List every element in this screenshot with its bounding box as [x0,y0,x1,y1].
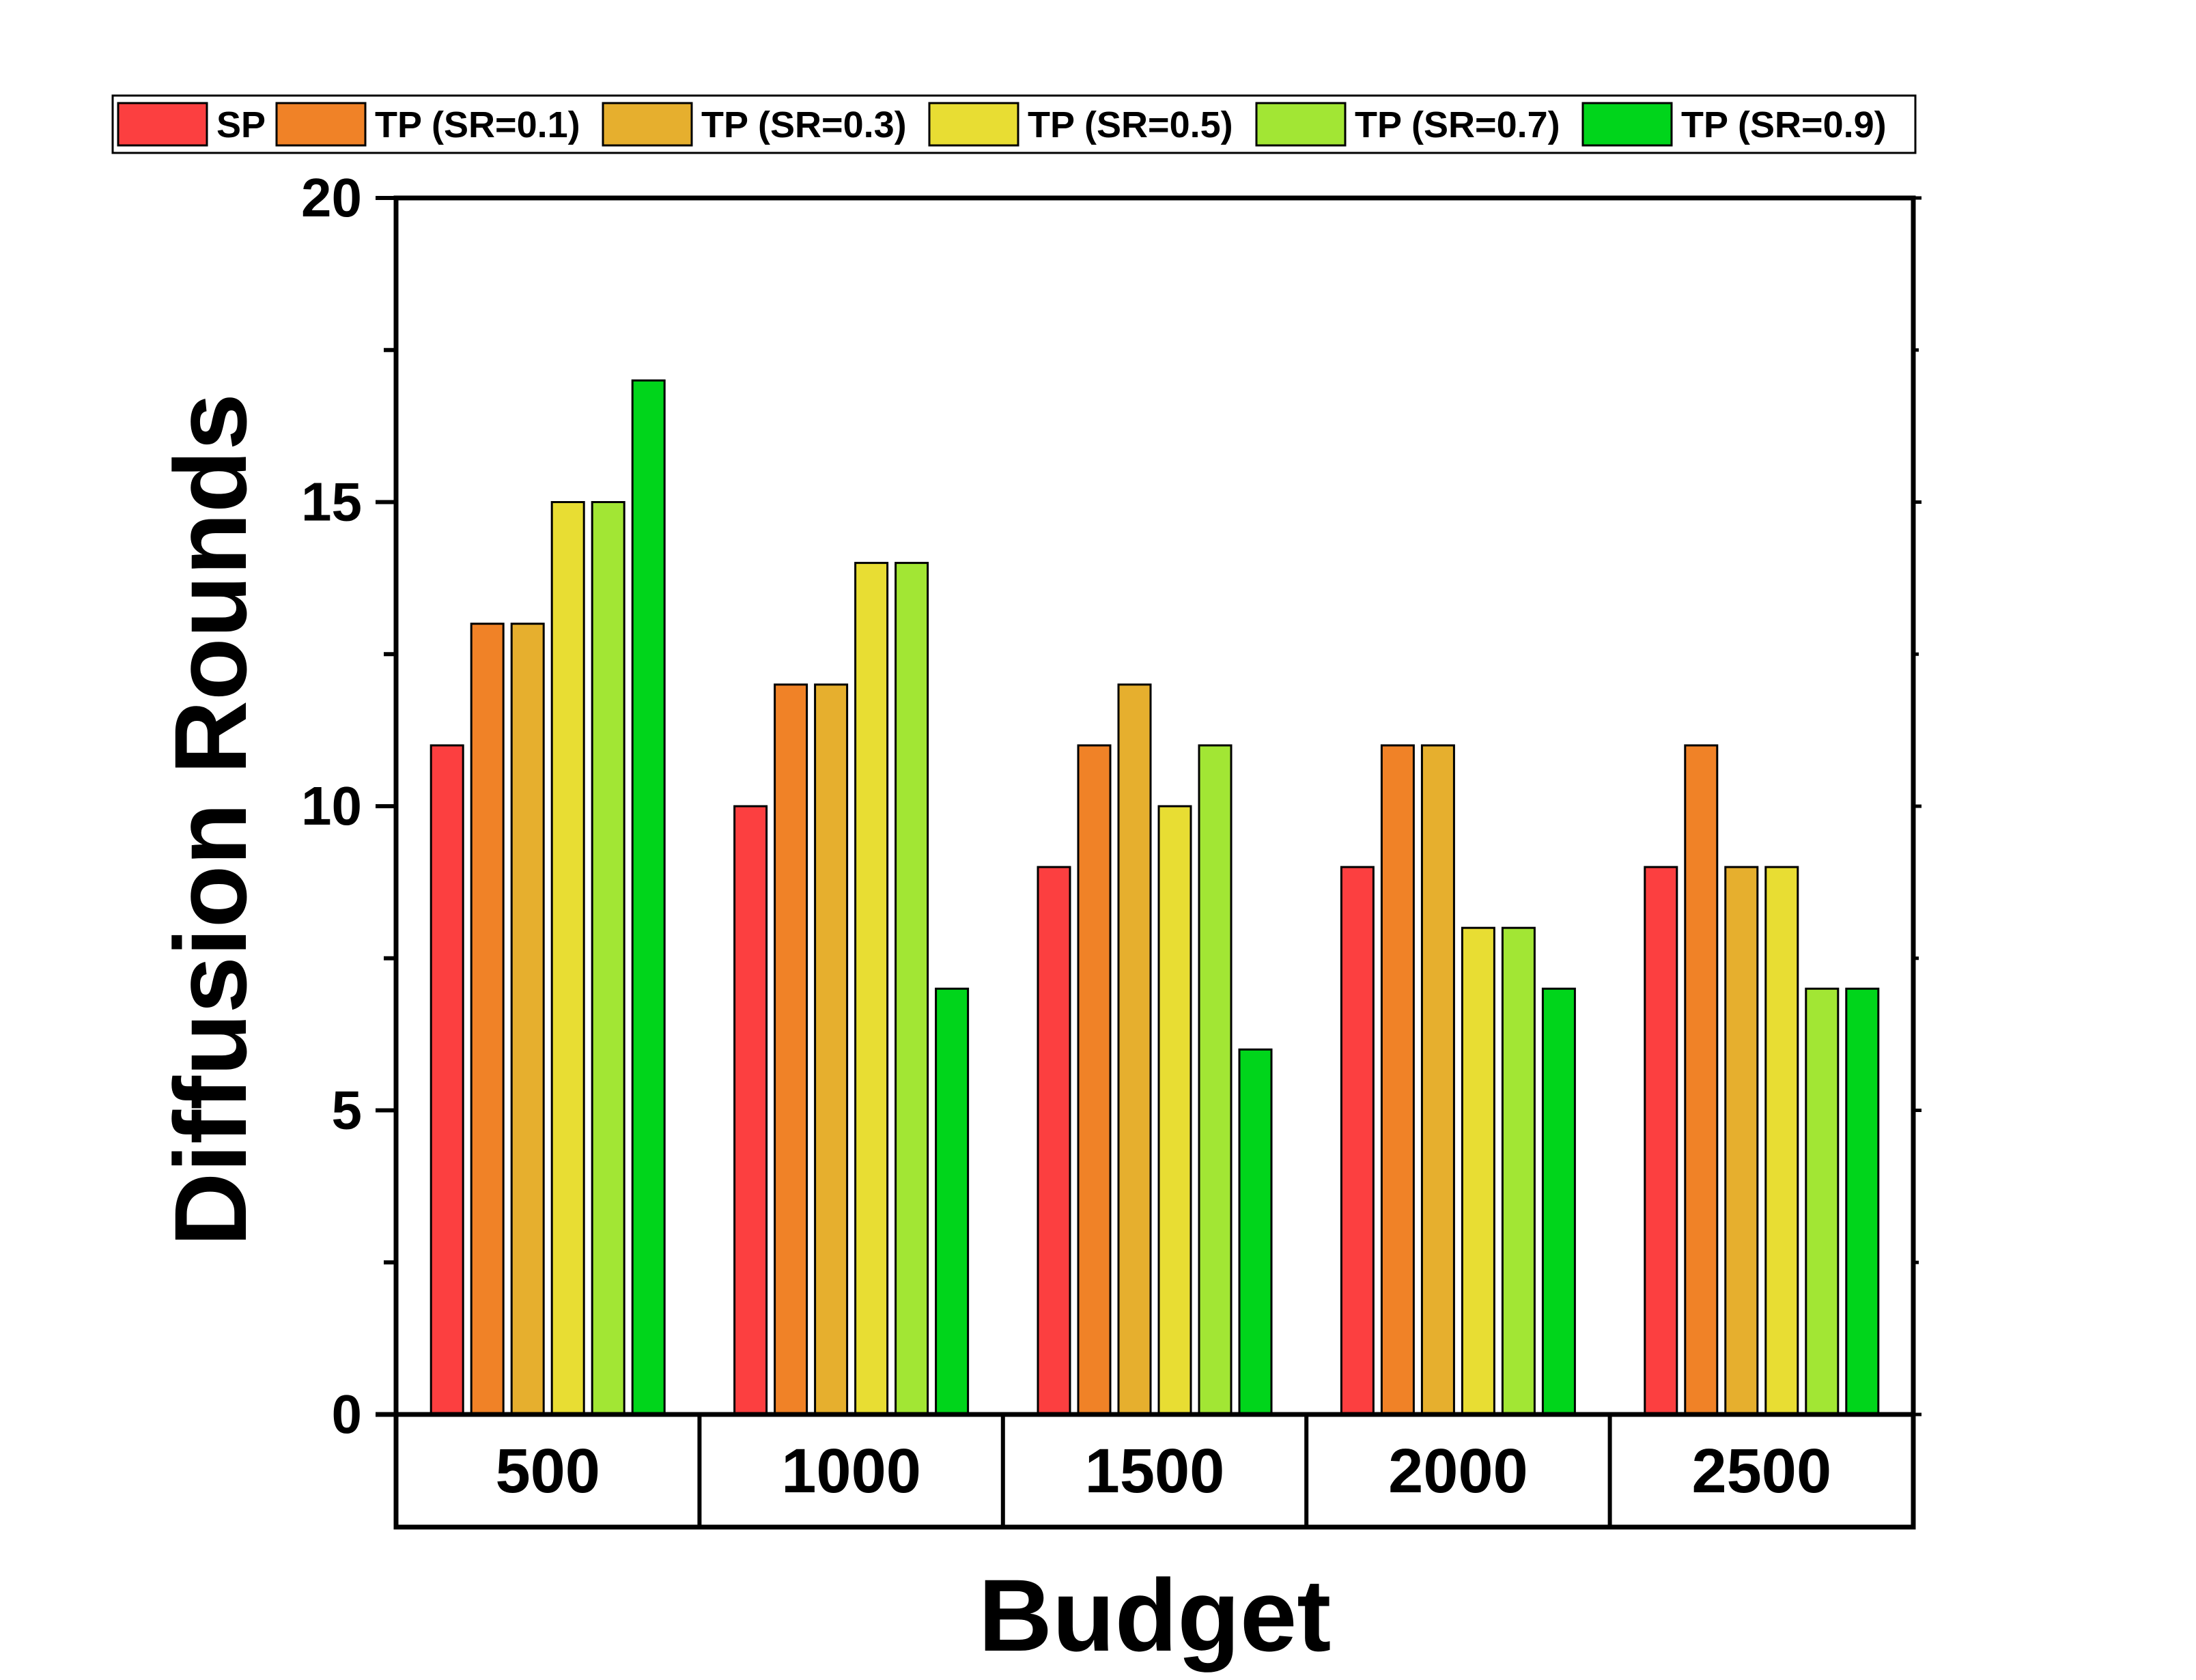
bar-tp-sr-0.5-2000 [1461,926,1495,1416]
legend-label: TP (SR=0.1) [375,104,580,145]
bar-sp-500 [430,744,464,1416]
bar-tp-sr-0.9-1500 [1238,1048,1273,1416]
bar-sp-2000 [1340,866,1375,1416]
bar-sp-2500 [1644,866,1678,1416]
legend-swatch [1581,102,1673,147]
bar-tp-sr-0.9-2500 [1845,987,1880,1416]
bar-tp-sr-0.9-2000 [1541,987,1576,1416]
y-axis: 0 5 10 15 20 [301,167,1922,1444]
bar-tp-sr-0.1-1500 [1077,744,1112,1416]
bar-sp-1500 [1037,866,1071,1416]
bar-tp-sr-0.1-2000 [1380,744,1415,1416]
bar-tp-sr-0.7-1500 [1198,744,1233,1416]
bar-tp-sr-0.7-2500 [1805,987,1840,1416]
y-tick-label: 10 [301,775,362,836]
bar-tp-sr-0.3-2500 [1724,866,1759,1416]
legend-label: SP [216,104,266,145]
bar-tp-sr-0.3-500 [510,623,545,1416]
legend-label: TP (SR=0.9) [1681,104,1887,145]
legend-label: TP (SR=0.7) [1355,104,1560,145]
legend-swatch [928,102,1019,147]
bar-tp-sr-0.3-1500 [1117,683,1152,1416]
legend-swatch [1255,102,1347,147]
legend-label: TP (SR=0.5) [1028,104,1233,145]
bar-tp-sr-0.7-1000 [895,562,929,1416]
bar-tp-sr-0.3-1000 [814,683,849,1416]
y-axis-title: Diffusion Rounds [153,393,268,1247]
x-axis: 500 1000 1500 2000 2500 [376,1412,1916,1530]
y-tick-label: 5 [332,1080,363,1141]
bar-tp-sr-0.5-1000 [854,562,889,1416]
x-category-label: 1500 [1085,1436,1225,1506]
x-category-label: 2000 [1388,1436,1528,1506]
legend-label: TP (SR=0.3) [701,104,907,145]
bar-tp-sr-0.7-2000 [1501,926,1536,1416]
bar-tp-sr-0.1-2500 [1684,744,1719,1416]
bar-tp-sr-0.7-500 [591,501,625,1416]
bar-tp-sr-0.5-2500 [1764,866,1799,1416]
x-category-label: 2500 [1691,1436,1831,1506]
x-category-label: 1000 [781,1436,921,1506]
bar-tp-sr-0.9-1000 [935,987,970,1416]
legend-swatch [275,102,367,147]
bar-tp-sr-0.5-1500 [1157,805,1192,1416]
plot-area [430,379,1880,1416]
y-tick-label: 20 [301,167,362,228]
x-axis-title: Budget [979,1558,1332,1672]
x-category-label: 500 [495,1436,600,1506]
legend: SP TP (SR=0.1) TP (SR=0.3) TP (SR=0.5) TP (S… [111,94,1917,154]
legend-swatch [602,102,693,147]
category-table-frame [393,1414,1916,1530]
bar-sp-1000 [733,805,768,1416]
bar-tp-sr-0.1-1000 [774,683,808,1416]
bar-tp-sr-0.3-2000 [1420,744,1455,1416]
bar-tp-sr-0.1-500 [470,623,505,1416]
y-tick-label: 15 [301,472,362,532]
bar-tp-sr-0.9-500 [631,379,666,1416]
y-tick-label: 0 [332,1384,363,1444]
legend-swatch [117,102,208,147]
bar-tp-sr-0.5-500 [550,501,585,1416]
